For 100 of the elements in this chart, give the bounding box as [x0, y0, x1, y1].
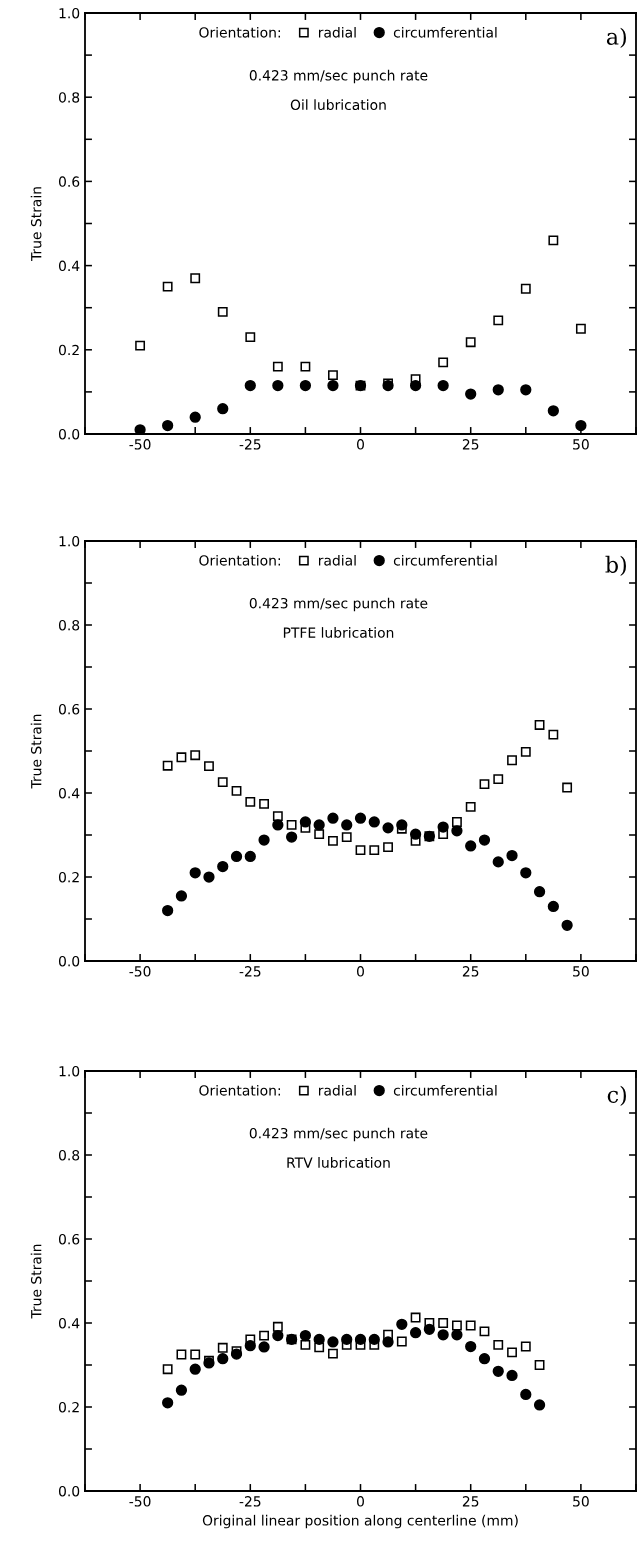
point [190, 1349, 201, 1360]
point [258, 834, 270, 846]
point [548, 235, 559, 246]
point [272, 361, 283, 372]
point [383, 842, 393, 853]
x-tick-label: 25 [462, 966, 479, 977]
legend-label: radial [319, 554, 356, 566]
point [506, 849, 518, 862]
y-tick-label: 0.8 [58, 1149, 80, 1161]
point [369, 845, 380, 856]
annotation: c) [607, 1085, 626, 1107]
x-tick-label: -50 [129, 966, 151, 977]
point [451, 1329, 463, 1341]
legend-label: circumferential [393, 1084, 497, 1096]
point [162, 281, 173, 292]
point [272, 379, 284, 392]
point [438, 1318, 449, 1328]
point [217, 403, 229, 415]
point [217, 777, 228, 788]
point [314, 829, 325, 840]
point [520, 283, 531, 294]
x-tick-label: 50 [573, 439, 589, 450]
point [259, 1330, 270, 1341]
legend-label: circumferential [393, 554, 497, 566]
y-tick-label: 0.0 [58, 1485, 80, 1497]
point [520, 1388, 532, 1401]
y-tick-label: 0.6 [58, 1233, 80, 1245]
x-tick-label: 50 [573, 1496, 589, 1507]
y-tick-label: 1.0 [59, 7, 80, 19]
point [575, 419, 587, 432]
point [478, 1353, 491, 1365]
annotation: RTV lubrication [287, 1157, 390, 1168]
point [437, 1329, 449, 1341]
point [272, 811, 283, 822]
point [217, 1353, 229, 1365]
point [327, 812, 339, 824]
point [299, 379, 312, 392]
point [548, 729, 559, 740]
x-tick-label: -25 [239, 1496, 261, 1507]
point [245, 332, 256, 343]
y-tick-label: 0.0 [58, 955, 80, 967]
point [162, 419, 174, 432]
point [299, 1329, 312, 1342]
annotation: 0.423 mm/sec punch rate [249, 1127, 428, 1142]
annotation: Oil lubrication [290, 99, 386, 111]
point [135, 340, 146, 351]
point [479, 779, 490, 790]
point [465, 840, 477, 852]
x-tick-label: 50 [573, 966, 589, 977]
point [217, 1342, 228, 1353]
y-tick-label: 0.4 [58, 1317, 80, 1329]
point [162, 1397, 174, 1409]
legend-title: Orientation: [199, 554, 280, 566]
point [175, 890, 188, 902]
y-tick-label: 0.6 [58, 176, 80, 187]
point [231, 785, 242, 796]
annotation: 0.423 mm/sec punch rate [249, 69, 428, 84]
point [507, 755, 517, 766]
point [204, 761, 214, 772]
point [437, 379, 449, 392]
point [438, 829, 449, 840]
point [451, 1320, 462, 1331]
y-tick-label: 0.4 [58, 787, 80, 799]
point [328, 835, 338, 846]
point [396, 1318, 408, 1330]
point [465, 1340, 477, 1353]
point [341, 819, 353, 831]
legend-label: radial [319, 26, 356, 38]
x-tick-label: 0 [357, 439, 364, 450]
y-tick-label: 1.0 [59, 535, 80, 547]
point [368, 816, 380, 828]
point [520, 867, 532, 879]
x-tick-label: -50 [129, 439, 151, 450]
point [245, 1334, 256, 1345]
point [533, 886, 546, 898]
point [383, 1329, 393, 1340]
point [341, 1339, 352, 1350]
point [244, 850, 256, 863]
point [203, 871, 215, 883]
point [327, 379, 339, 392]
y-tick-label: 0.6 [58, 703, 80, 715]
point [493, 774, 504, 785]
y-tick-label: 0.2 [58, 344, 79, 356]
point [465, 388, 477, 400]
point [328, 370, 338, 380]
point [230, 850, 243, 863]
point [162, 1364, 173, 1375]
point [355, 1339, 366, 1350]
point [134, 424, 146, 434]
point [245, 796, 256, 807]
x-tick-label: -25 [239, 966, 261, 977]
point [286, 819, 297, 830]
point [190, 750, 201, 761]
point [492, 856, 504, 868]
legend-title: Orientation: [199, 1084, 280, 1096]
legend-label: circumferential [393, 26, 497, 38]
y-tick-label: 0.0 [58, 428, 80, 440]
point [189, 867, 201, 879]
point [259, 798, 270, 809]
point [534, 1360, 545, 1370]
